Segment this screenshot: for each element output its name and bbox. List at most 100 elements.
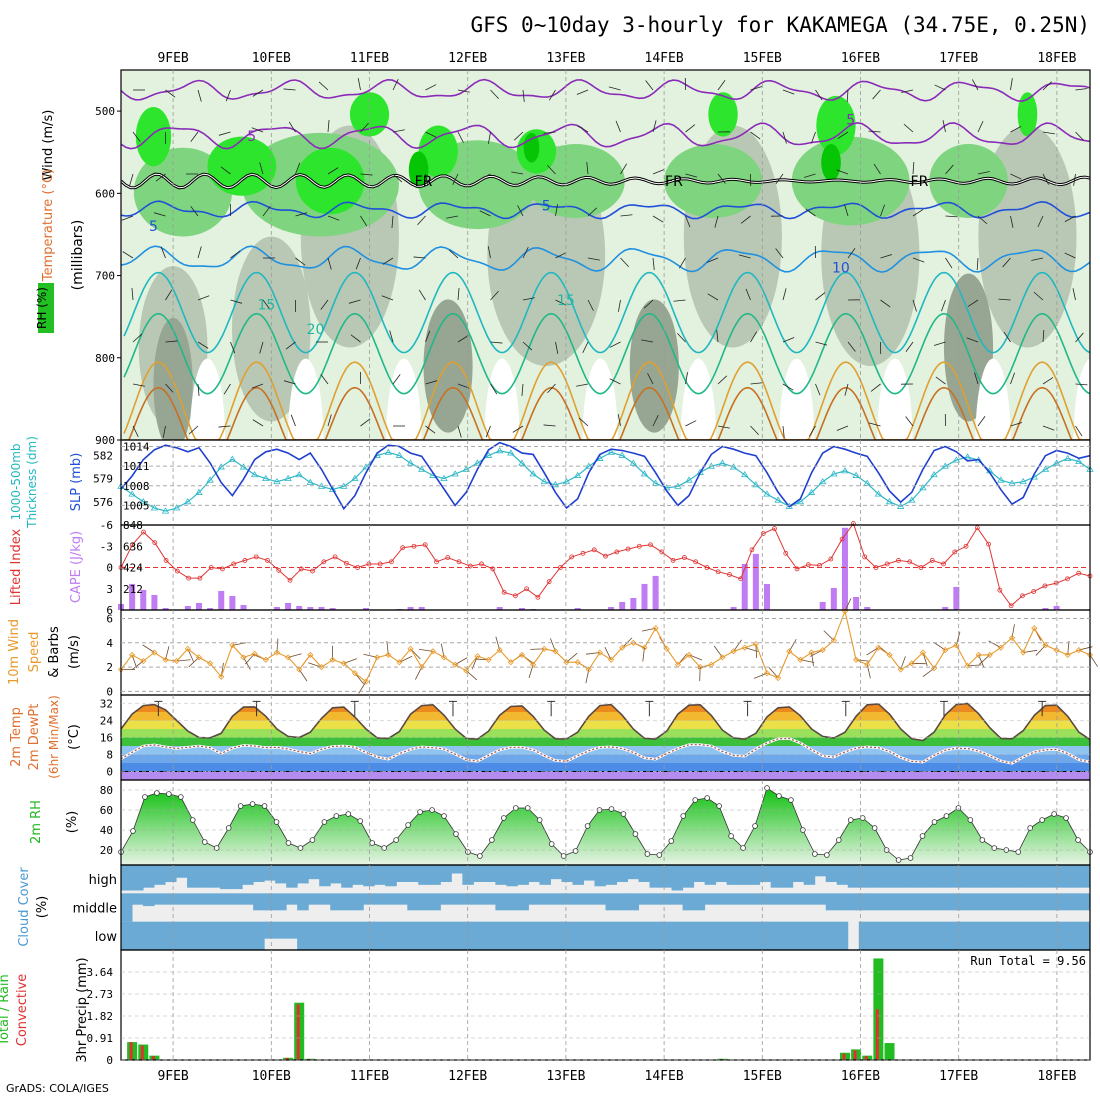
cloud-cell-middle [836, 893, 849, 911]
rh-tick-label: 60 [100, 804, 113, 817]
precip-conv-bar [853, 1050, 857, 1060]
cloud-cell-high [330, 865, 342, 884]
li-tick-label: -6 [100, 519, 113, 532]
rh-tick-label: 20 [100, 844, 113, 857]
axis-label-cloud-unit: (%) [35, 896, 50, 919]
wind-barb [945, 215, 958, 218]
wind-barb [966, 337, 979, 343]
wind-barb [717, 80, 726, 91]
temp-tick-label: 32 [100, 698, 113, 711]
cloud-cell-middle [121, 893, 133, 922]
cloud-cell-middle [1023, 893, 1036, 911]
lifted-index-marker [490, 566, 496, 572]
wind-barb [121, 215, 134, 221]
wind-barb [967, 299, 979, 307]
wind-barb [360, 173, 373, 176]
rh2m-marker [142, 794, 148, 800]
cloud-cell-middle [781, 893, 794, 905]
rh2m-marker [321, 819, 328, 825]
wind-barb [318, 81, 329, 91]
wind-speed-marker [496, 647, 503, 654]
cloud-cell-high [825, 865, 838, 882]
thickness-marker [796, 498, 805, 505]
lifted-index-marker [738, 576, 744, 582]
y-tick-label: 700 [95, 270, 115, 283]
cloud-cell-low [935, 921, 948, 950]
cape-bar [864, 606, 871, 610]
wind-speed-marker [819, 647, 826, 654]
wind-barb [847, 341, 856, 352]
wind-speed-marker [195, 654, 203, 661]
date-label-bottom: 10FEB [252, 1069, 291, 1084]
precip-tick-label: 0.91 [87, 1032, 114, 1045]
cloud-cell-high [297, 865, 309, 884]
wind-barb [1042, 173, 1049, 185]
cloud-cell-high [1078, 865, 1091, 888]
wind-barb [1072, 288, 1076, 301]
cape-bar [953, 586, 960, 610]
cloud-cell-low [385, 921, 397, 950]
wind-speed-marker [218, 673, 225, 680]
thickness-marker [128, 490, 136, 497]
axis-label-temperature: Temperature (°C) [41, 169, 56, 282]
rh2m-marker [524, 805, 531, 811]
rh2m-marker [189, 817, 196, 823]
lifted-index-marker [231, 561, 237, 567]
wind-barb [815, 341, 828, 346]
wind-speed-marker [184, 645, 191, 652]
wind-barb [1042, 81, 1052, 91]
rh2m-marker [728, 833, 734, 839]
wind-barb-10m [415, 666, 423, 680]
rh-fields [121, 77, 1090, 440]
wind-speed-marker [853, 656, 860, 663]
thickness-marker [551, 481, 560, 488]
cloud-cell-middle [385, 893, 397, 905]
cape-bar [296, 605, 303, 610]
rh2m-marker [704, 795, 710, 801]
wind-barb [836, 425, 849, 431]
cloud-cell-high [1034, 865, 1047, 888]
lifted-index-marker [591, 547, 597, 553]
cloud-cell-middle [1056, 893, 1069, 911]
wind-speed-marker [585, 666, 592, 673]
wind-speed-marker [563, 659, 570, 666]
li-tick-label: 3 [106, 583, 113, 596]
lifted-index-marker [884, 561, 890, 567]
wind-barb [880, 254, 893, 259]
thickness-marker [896, 502, 905, 509]
wind-barb [320, 299, 329, 310]
rh2m-marker [237, 803, 244, 809]
wind-barb [288, 121, 296, 133]
thickness-marker [273, 477, 281, 485]
wind-speed-marker [608, 656, 615, 663]
wind-barb [587, 299, 594, 311]
wind-tick-label: 2 [106, 661, 113, 674]
rh2m-marker [453, 831, 459, 837]
wind-barb [677, 332, 686, 343]
wind-barb [775, 248, 784, 259]
cloud-cell-high [913, 865, 926, 888]
wind-barb [1042, 377, 1054, 385]
cloud-cell-high [407, 865, 419, 882]
cloud-cell-high [451, 865, 463, 874]
cloud-cell-middle [363, 893, 375, 905]
wind-barb [360, 215, 368, 227]
wind-barb [615, 120, 621, 133]
cloud-cell-middle [187, 893, 199, 905]
cloud-cell-low [539, 921, 551, 950]
wind-speed-marker [229, 642, 236, 649]
cape-tick-label: 636 [123, 540, 143, 553]
wind-barb [425, 131, 437, 138]
rh2m-marker [225, 825, 232, 831]
rh2m-marker [572, 848, 579, 854]
wind-barb [488, 131, 491, 144]
wind-speed-marker [1020, 649, 1027, 656]
date-label-top: 10FEB [252, 51, 291, 66]
cape-bar [853, 596, 860, 610]
lifted-index-marker [693, 559, 699, 565]
wind-barb [782, 89, 795, 95]
cloud-cell-low [825, 921, 838, 950]
wind-barb [392, 173, 403, 183]
thickness-marker [161, 507, 170, 514]
cloud-cell-middle [165, 893, 177, 905]
